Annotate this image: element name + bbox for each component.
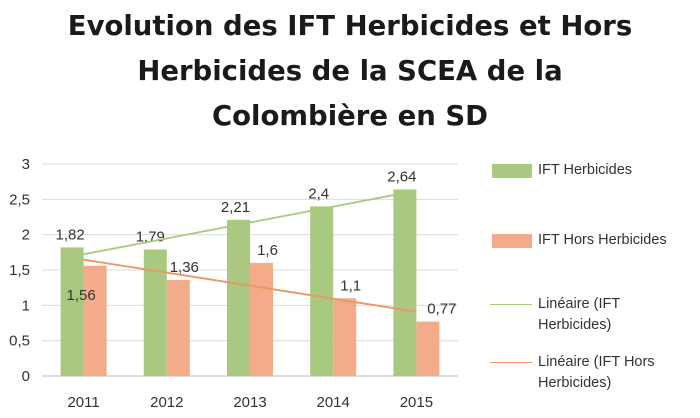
legend-label-trend-herbicides-2: Herbicides) — [538, 317, 612, 333]
data-label-0-2011: 1,82 — [55, 226, 84, 243]
chart-title-line-3: Colombière en SD — [211, 100, 489, 132]
y-tick-label-1: 0,5 — [9, 333, 30, 350]
legend-label-ift-herbicides: IFT Herbicides — [538, 162, 633, 178]
legend-label-trend-hors-herbicides-1: Linéaire (IFT Hors — [538, 354, 655, 370]
data-label-0-2012: 1,79 — [136, 229, 165, 246]
data-label-1-2012: 1,36 — [170, 259, 199, 276]
data-label-1-2011: 1,56 — [66, 287, 95, 304]
bar-0-2013 — [227, 219, 250, 376]
bar-1-2011 — [83, 265, 107, 376]
bar-1-2015 — [416, 321, 440, 376]
y-tick-label-5: 2,5 — [9, 191, 30, 208]
y-tick-label-3: 1,5 — [9, 262, 30, 279]
trendline-0 — [83, 189, 417, 256]
x-tick-label-2014: 2014 — [317, 394, 350, 411]
legend-label-ift-hors-herbicides: IFT Hors Herbicides — [538, 232, 667, 248]
data-label-1-2013: 1,6 — [257, 242, 278, 259]
y-tick-label-6: 3 — [22, 156, 30, 173]
data-label-1-2014: 1,1 — [340, 277, 361, 294]
x-tick-label-2013: 2013 — [233, 394, 266, 411]
bar-1-2014 — [333, 298, 357, 376]
trendline-1 — [83, 258, 417, 313]
data-label-0-2014: 2,4 — [308, 185, 329, 202]
y-tick-label-2: 1 — [22, 297, 30, 314]
x-tick-label-2015: 2015 — [400, 394, 433, 411]
y-tick-label-0: 0 — [22, 368, 30, 385]
x-tick-label-2012: 2012 — [150, 394, 183, 411]
legend-line-trend-hors-herbicides — [490, 362, 532, 363]
legend-swatch-ift-herbicides — [492, 164, 532, 178]
bar-0-2014 — [310, 206, 334, 376]
bar-0-2015 — [393, 189, 417, 376]
chart-title-line-1: Evolution des IFT Herbicides et Hors — [67, 10, 633, 42]
legend-label-trend-hors-herbicides-2: Herbicides) — [538, 375, 612, 391]
chart-title: Evolution des IFT Herbicides et Hors Her… — [0, 4, 700, 139]
y-tick-label-4: 2 — [22, 227, 30, 244]
bar-0-2012 — [143, 249, 167, 376]
data-label-0-2015: 2,64 — [387, 168, 416, 185]
bar-0-2011 — [60, 247, 84, 376]
legend-swatch-ift-hors-herbicides — [492, 234, 532, 248]
legend-label-trend-herbicides-1: Linéaire (IFT — [538, 296, 621, 312]
chart-title-line-2: Herbicides de la SCEA de la — [137, 55, 563, 87]
x-tick-label-2011: 2011 — [67, 394, 99, 411]
legend-line-trend-herbicides — [490, 304, 532, 305]
data-label-1-2015: 0,77 — [427, 301, 456, 318]
data-label-0-2013: 2,21 — [221, 199, 250, 216]
bar-1-2013 — [250, 262, 273, 376]
bar-1-2012 — [166, 279, 190, 376]
